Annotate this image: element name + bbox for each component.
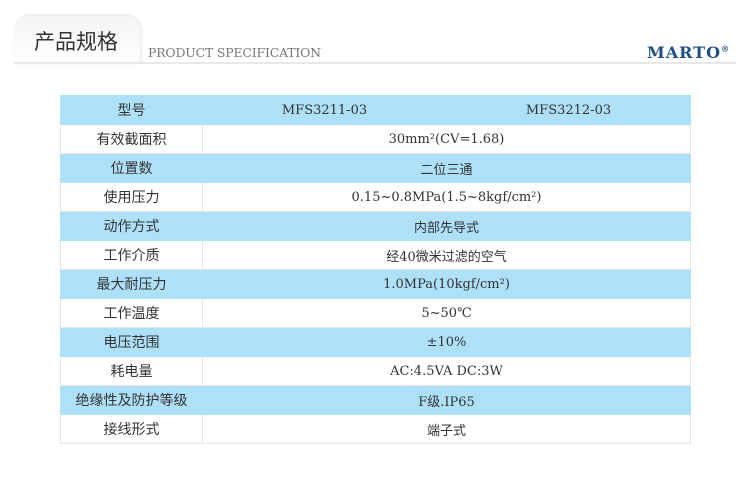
title-tab — [14, 16, 140, 64]
table-row: 位置数 二位三通 — [60, 153, 691, 183]
registered-mark: ® — [721, 43, 730, 54]
row-label: 型号 — [60, 95, 203, 125]
row-value: 30mm²(CV=1.68) — [202, 124, 691, 154]
row-label: 电压范围 — [60, 327, 203, 357]
row-value: 二位三通 — [202, 153, 691, 183]
row-label: 位置数 — [60, 153, 203, 183]
row-value: ±10% — [202, 327, 691, 357]
table-row: 工作温度 5~50℃ — [60, 298, 691, 328]
model-2: MFS3212-03 — [446, 95, 691, 125]
row-label: 使用压力 — [60, 182, 203, 212]
page-subtitle: PRODUCT SPECIFICATION — [148, 45, 321, 60]
spec-table: 型号 MFS3211-03 MFS3212-03 有效截面积 30mm²(CV=1… — [60, 95, 691, 444]
divider — [14, 62, 736, 64]
row-value: 内部先导式 — [202, 211, 691, 241]
row-label: 绝缘性及防护等级 — [60, 385, 203, 415]
page-title: 产品规格 — [34, 30, 118, 54]
table-row: 绝缘性及防护等级 F级.IP65 — [60, 385, 691, 415]
row-label: 接线形式 — [60, 414, 203, 444]
row-label: 最大耐压力 — [60, 269, 203, 299]
table-row: 耗电量 AC:4.5VA DC:3W — [60, 356, 691, 386]
table-row: 动作方式 内部先导式 — [60, 211, 691, 241]
row-label: 耗电量 — [60, 356, 203, 386]
row-label: 有效截面积 — [60, 124, 203, 154]
brand-logo: MARTO® — [647, 43, 730, 62]
model-1: MFS3211-03 — [202, 95, 447, 125]
row-value: 5~50℃ — [202, 298, 691, 328]
row-label: 工作温度 — [60, 298, 203, 328]
table-row-model: 型号 MFS3211-03 MFS3212-03 — [60, 95, 691, 125]
row-value: AC:4.5VA DC:3W — [202, 356, 691, 386]
brand-name: MARTO — [647, 43, 721, 62]
table-row: 使用压力 0.15~0.8MPa(1.5~8kgf/cm²) — [60, 182, 691, 212]
row-value: 0.15~0.8MPa(1.5~8kgf/cm²) — [202, 182, 691, 212]
table-row: 电压范围 ±10% — [60, 327, 691, 357]
row-value: 端子式 — [202, 414, 691, 444]
row-value: F级.IP65 — [202, 385, 691, 415]
row-label: 工作介质 — [60, 240, 203, 270]
table-row: 接线形式 端子式 — [60, 414, 691, 444]
table-row: 最大耐压力 1.0MPa(10kgf/cm²) — [60, 269, 691, 299]
table-row: 工作介质 经40微米过滤的空气 — [60, 240, 691, 270]
row-label: 动作方式 — [60, 211, 203, 241]
row-value: 经40微米过滤的空气 — [202, 240, 691, 270]
table-row: 有效截面积 30mm²(CV=1.68) — [60, 124, 691, 154]
row-value: 1.0MPa(10kgf/cm²) — [202, 269, 691, 299]
